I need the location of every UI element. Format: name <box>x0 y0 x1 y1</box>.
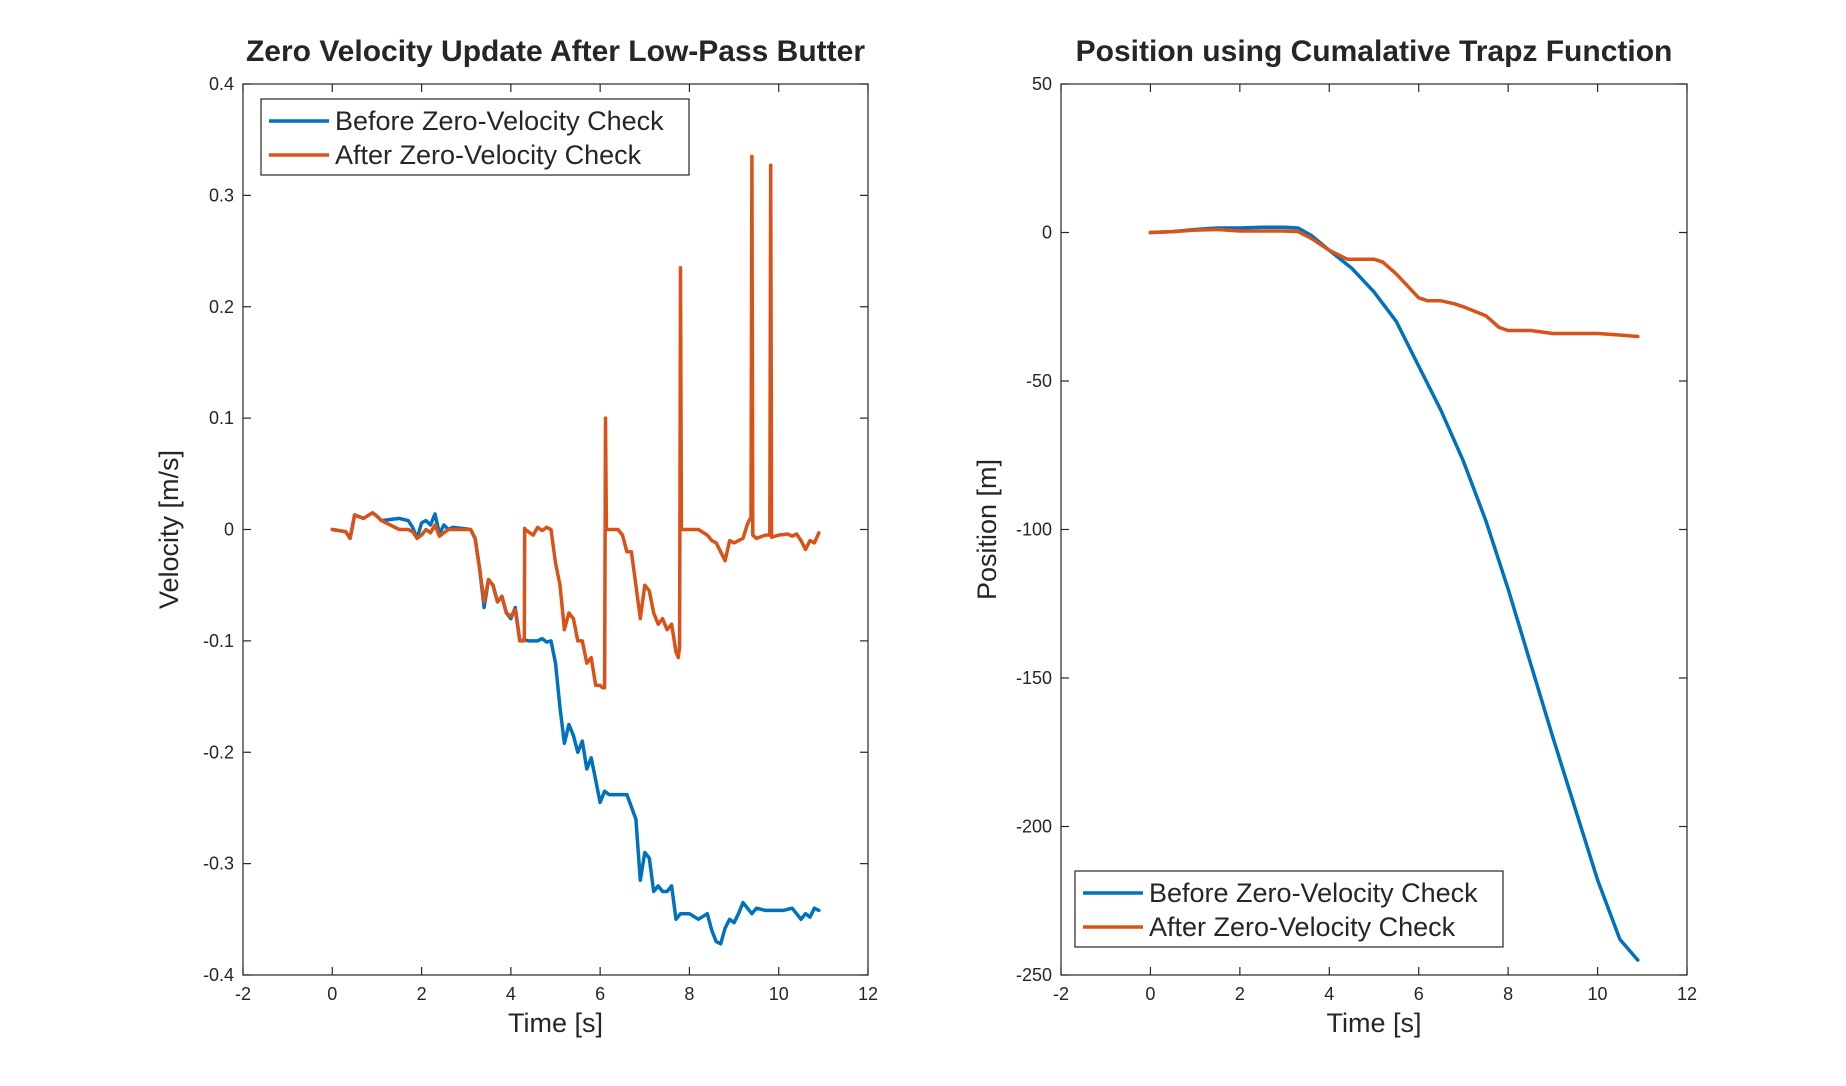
x-tick-label: -2 <box>1053 984 1069 1004</box>
y-tick-label: -250 <box>1016 965 1052 985</box>
x-tick-label: 10 <box>769 984 789 1004</box>
y-axis-label: Position [m] <box>972 459 1002 600</box>
velocity-chart: -2 0 2 4 6 8 10 12 -0.4 -0.3 -0.2 -0.1 0 0.1 0.2 0.3 0.4… <box>154 35 878 1038</box>
y-tick-label: -50 <box>1026 371 1052 391</box>
x-tick-label: 8 <box>1503 984 1513 1004</box>
series-line <box>1148 227 1640 339</box>
x-tick-label: 8 <box>684 984 694 1004</box>
y-tick-label: -0.2 <box>203 742 234 762</box>
x-axis-label: Time [s] <box>508 1008 603 1038</box>
series-line <box>330 154 821 690</box>
x-tick-label: 0 <box>327 984 337 1004</box>
y-tick-label: 50 <box>1032 74 1052 94</box>
y-tick-label: 0.1 <box>209 408 234 428</box>
series-line <box>1148 225 1640 962</box>
chart-title: Zero Velocity Update After Low-Pass Butt… <box>246 35 865 68</box>
x-axis-label: Time [s] <box>1326 1008 1421 1038</box>
axes-box <box>242 83 869 976</box>
y-tick-label: 0 <box>224 520 234 540</box>
x-tick-label: 2 <box>1235 984 1245 1004</box>
position-chart: -2 0 2 4 6 8 10 12 -250 -200 -150 -100 -50 0 50 Positio… <box>972 35 1697 1038</box>
y-tick-label: 0 <box>1042 223 1052 243</box>
legend: Before Zero-Velocity Check After Zero-Vel… <box>1074 870 1504 948</box>
x-tick-label: 10 <box>1588 984 1608 1004</box>
legend-box <box>260 98 690 176</box>
legend-box <box>1074 870 1504 948</box>
y-tick-label: -100 <box>1016 520 1052 540</box>
x-tick-label: 2 <box>417 984 427 1004</box>
y-axis-label: Velocity [m/s] <box>154 450 184 609</box>
chart-title: Position using Cumalative Trapz Function <box>1076 35 1673 68</box>
y-tick-label: -0.3 <box>203 854 234 874</box>
x-tick-label: 12 <box>858 984 878 1004</box>
legend-label: After Zero-Velocity Check <box>335 140 642 170</box>
legend: Before Zero-Velocity Check After Zero-Vel… <box>260 98 690 176</box>
legend-label: After Zero-Velocity Check <box>1149 912 1456 942</box>
legend-label: Before Zero-Velocity Check <box>335 106 664 136</box>
x-tick-label: 4 <box>1324 984 1334 1004</box>
x-tick-label: 4 <box>506 984 516 1004</box>
legend-label: Before Zero-Velocity Check <box>1149 878 1478 908</box>
x-tick-label: -2 <box>235 984 251 1004</box>
y-tick-label: 0.2 <box>209 297 234 317</box>
y-tick-label: -0.4 <box>203 965 234 985</box>
series-line <box>330 511 821 946</box>
axes-box <box>1060 83 1688 976</box>
y-tick-label: -0.1 <box>203 631 234 651</box>
x-tick-label: 0 <box>1145 984 1155 1004</box>
x-tick-label: 6 <box>595 984 605 1004</box>
y-tick-label: -200 <box>1016 817 1052 837</box>
x-tick-label: 12 <box>1677 984 1697 1004</box>
x-tick-label: 6 <box>1414 984 1424 1004</box>
y-tick-label: 0.3 <box>209 185 234 205</box>
y-tick-label: 0.4 <box>209 74 234 94</box>
y-tick-label: -150 <box>1016 668 1052 688</box>
